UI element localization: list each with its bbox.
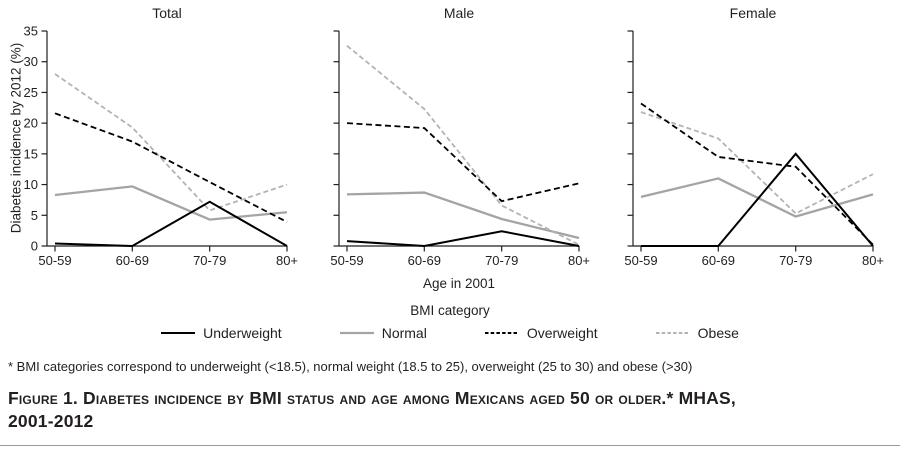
x-tick-label: 50-59 [330,253,363,268]
caption-line-1: Figure 1. Diabetes incidence by BMI stat… [8,388,736,408]
y-tick-label: 20 [24,116,38,131]
series-line-normal [640,177,874,218]
legend-line-sample-icon [484,332,519,334]
chart-svg: 50-59 60-69 70-79 80+ [624,30,884,268]
x-axis-label: Age in 2001 [422,276,496,291]
footnote: * BMI categories correspond to underweig… [8,359,693,374]
series-line-overweight [640,102,874,246]
series-line-underweight [346,230,580,248]
y-tick-label: 35 [24,24,38,39]
x-tick-label: 50-59 [624,253,657,268]
panel-male: Male 50-59 60-69 70-79 80+ [301,0,593,280]
x-tick-label: 60-69 [116,253,149,268]
y-tick-label: 5 [31,208,38,223]
panel-female: Female 50-59 60-69 70-79 80+ [595,0,887,280]
chart-svg: 0 5 10 15 20 25 30 35 50-59 60-69 70-79 80+ [24,24,299,269]
legend-item-overweight: Overweight [484,325,598,341]
x-tick-label: 70-79 [485,253,518,268]
legend-item-label: Obese [697,325,739,341]
figure-caption: Figure 1. Diabetes incidence by BMI stat… [8,387,894,433]
series-line-obese [54,73,288,212]
bottom-divider [0,445,900,446]
legend-item-normal: Normal [339,325,427,341]
legend-item-obese: Obese [655,325,739,341]
series-line-overweight [346,122,580,203]
series-line-obese [346,45,580,246]
legend-item-underweight: Underweight [161,325,282,341]
panel-total: Total 0 5 10 15 20 25 30 35 50-59 60-69 70-79 80+ [9,0,301,280]
panel-title: Total [152,5,182,21]
x-tick-label: 80+ [568,253,590,268]
legend-item-label: Normal [381,325,427,341]
legend-line-sample-icon [161,332,196,334]
series-line-obese [640,111,874,215]
legend-item-label: Underweight [203,325,282,341]
y-tick-label: 30 [24,54,38,69]
y-tick-label: 10 [24,177,38,192]
chart-svg: 50-59 60-69 70-79 80+ [330,30,590,268]
series-line-underweight [54,200,288,248]
x-tick-label: 70-79 [193,253,226,268]
series-line-normal [54,185,288,221]
legend: BMI category Underweight Normal Overweight… [0,303,900,341]
panel-title: Male [443,5,475,21]
series-line-normal [346,191,580,240]
y-tick-label: 25 [24,85,38,100]
series-line-underweight [641,152,874,247]
legend-items: Underweight Normal Overweight Obese [0,325,900,341]
legend-line-sample-icon [655,332,690,334]
y-tick-label: 15 [24,146,38,161]
series-line-overweight [54,112,288,223]
panel-title: Female [729,5,777,21]
x-tick-label: 60-69 [702,253,735,268]
x-tick-label: 80+ [276,253,298,268]
legend-item-label: Overweight [526,325,598,341]
x-tick-label: 60-69 [408,253,441,268]
legend-line-sample-icon [339,331,374,335]
y-tick-label: 0 [31,239,38,254]
x-tick-label: 50-59 [38,253,71,268]
x-tick-label: 80+ [862,253,884,268]
x-tick-label: 70-79 [779,253,812,268]
legend-title: BMI category [410,303,490,318]
caption-line-2: 2001-2012 [8,410,94,431]
